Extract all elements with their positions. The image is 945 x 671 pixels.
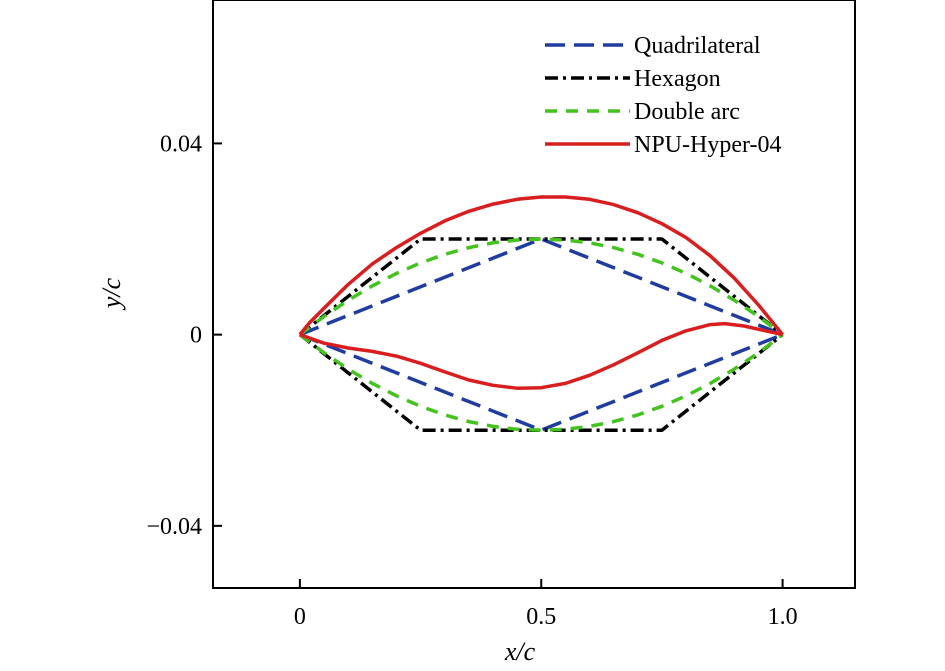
legend-label-npu-hyper-04: NPU-Hyper-04 — [634, 132, 782, 158]
series-layer — [298, 195, 784, 432]
x-axis-label: x/c — [504, 637, 536, 666]
y-axis-label: y/c — [97, 277, 126, 311]
legend-label-double-arc: Double arc — [634, 99, 740, 125]
x-tick-label: 0.5 — [526, 604, 556, 630]
legend-label-hexagon: Hexagon — [634, 66, 721, 92]
legend: Quadrilateral Hexagon Double arc NPU-Hyper-… — [545, 33, 782, 158]
series-line-hexagon-lower — [298, 333, 784, 432]
y-tick-label: 0.04 — [160, 131, 202, 157]
series-line-npu-hyper-04-upper — [298, 195, 784, 336]
legend-label-quadrilateral: Quadrilateral — [634, 33, 761, 59]
series-line-hexagon-upper — [298, 237, 784, 336]
plot-frame — [212, 0, 856, 589]
x-tick-label: 1.0 — [768, 604, 798, 630]
series-line-double-arc-lower — [298, 333, 784, 432]
y-tick-label: −0.04 — [146, 514, 202, 540]
x-tick-label: 0 — [294, 604, 306, 630]
series-line-npu-hyper-04-lower — [299, 321, 783, 390]
series-line-double-arc-upper — [298, 237, 784, 336]
ticks-layer: 0 0.5 1.0 0.04 0 −0.04 — [146, 131, 797, 630]
y-tick-label: 0 — [190, 323, 202, 349]
